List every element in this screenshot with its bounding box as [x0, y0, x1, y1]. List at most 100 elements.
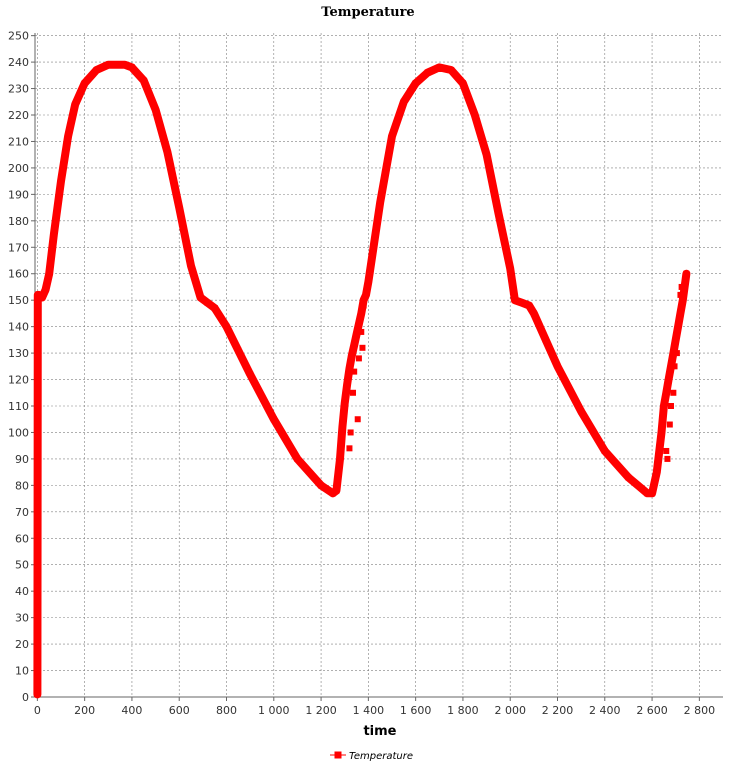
temperature-point: [436, 64, 443, 71]
temperature-point: [530, 310, 537, 317]
temperature-point: [601, 447, 608, 454]
temperature-point: [318, 482, 325, 489]
temperature-point: [625, 474, 632, 481]
temperature-scatter-point: [663, 447, 670, 454]
temperature-point: [511, 297, 518, 304]
temperature-point: [333, 487, 340, 494]
temperature-scatter-point: [354, 416, 361, 423]
temperature-point: [665, 376, 672, 383]
x-tick-label: 1 200: [305, 704, 337, 717]
temperature-point: [672, 336, 679, 343]
temperature-series-line: [33, 60, 691, 699]
y-tick-label: 50: [15, 559, 29, 572]
temperature-point: [683, 270, 690, 277]
series-layer: [33, 60, 691, 699]
y-tick-label: 240: [8, 56, 29, 69]
x-tick-label: 200: [74, 704, 95, 717]
temperature-point: [377, 199, 384, 206]
temperature-point: [424, 69, 431, 76]
temperature-point: [653, 469, 660, 476]
temperature-point: [294, 455, 301, 462]
axes: 0 200 400 600 800 1 000 1 200 1 400 1 600 1 800 2 …: [8, 30, 723, 717]
x-tick-label: 2 400: [589, 704, 621, 717]
temperature-scatter-point: [677, 291, 684, 298]
chart-title: Temperature: [321, 5, 414, 20]
x-tick-label: 800: [216, 704, 237, 717]
temperature-point: [211, 305, 218, 312]
y-tick-label: 190: [8, 188, 29, 201]
temperature-point: [358, 310, 365, 317]
temperature-point: [348, 352, 355, 359]
y-tick-label: 230: [8, 83, 29, 96]
temperature-point: [507, 265, 514, 272]
temperature-point: [81, 80, 88, 87]
temperature-point: [649, 490, 656, 497]
temperature-scatter-point: [667, 403, 674, 410]
temperature-point: [46, 270, 53, 277]
y-tick-label: 100: [8, 426, 29, 439]
temperature-point: [400, 98, 407, 105]
x-axis-label: time: [363, 724, 396, 739]
x-tick-label: 400: [121, 704, 142, 717]
legend-marker: [334, 751, 342, 759]
temperature-point: [677, 310, 684, 317]
temperature-point: [329, 490, 336, 497]
temperature-point: [42, 286, 49, 293]
temperature-scatter-point: [671, 363, 678, 370]
x-tick-label: 0: [34, 704, 41, 717]
temperature-point: [554, 363, 561, 370]
temperature-point: [247, 371, 254, 378]
temperature-point: [670, 350, 677, 357]
temperature-scatter-point: [346, 445, 353, 452]
temperature-point: [448, 67, 455, 74]
x-tick-label: 600: [169, 704, 190, 717]
temperature-point: [50, 231, 57, 238]
x-tick-label: 1 600: [400, 704, 432, 717]
temperature-scatter-point: [351, 368, 358, 375]
temperature-point: [34, 691, 41, 698]
temperature-scatter-point: [360, 302, 367, 309]
temperature-point: [542, 336, 549, 343]
temperature-point: [578, 408, 585, 415]
legend-label: Temperature: [349, 751, 413, 762]
temperature-point: [336, 455, 343, 462]
temperature-point: [495, 209, 502, 216]
y-tick-label: 150: [8, 294, 29, 307]
temperature-point: [235, 347, 242, 354]
temperature-point: [58, 178, 65, 185]
temperature-point: [526, 302, 533, 309]
temperature-point: [114, 61, 121, 68]
y-tick-label: 210: [8, 135, 29, 148]
temperature-point: [176, 204, 183, 211]
grid: [35, 33, 723, 698]
temperature-point: [389, 133, 396, 140]
y-tick-label: 60: [15, 532, 29, 545]
temperature-point: [351, 342, 358, 349]
temperature-point: [360, 297, 367, 304]
temperature-point: [140, 77, 147, 84]
temperature-point: [204, 299, 211, 306]
temperature-scatter-point: [678, 283, 685, 290]
x-tick-label: 2 800: [684, 704, 716, 717]
temperature-point: [362, 291, 369, 298]
temperature-scatter-point: [355, 355, 362, 362]
temperature-point: [483, 151, 490, 158]
temperature-point: [105, 61, 112, 68]
y-tick-label: 130: [8, 347, 29, 360]
y-tick-label: 20: [15, 638, 29, 651]
temperature-scatter-point: [675, 323, 682, 330]
temperature-scatter-point: [670, 389, 677, 396]
temperature-point: [660, 403, 667, 410]
temperature-point: [644, 490, 651, 497]
temperature-scatter-point: [349, 389, 356, 396]
y-tick-label: 220: [8, 109, 29, 122]
temperature-point: [679, 297, 686, 304]
x-tick-label: 1 000: [258, 704, 290, 717]
temperature-point: [197, 294, 204, 301]
temperature-point: [519, 299, 526, 306]
temperature-scatter-point: [359, 344, 366, 351]
temperature-point: [459, 80, 466, 87]
y-tick-label: 170: [8, 241, 29, 254]
temperature-point: [412, 80, 419, 87]
